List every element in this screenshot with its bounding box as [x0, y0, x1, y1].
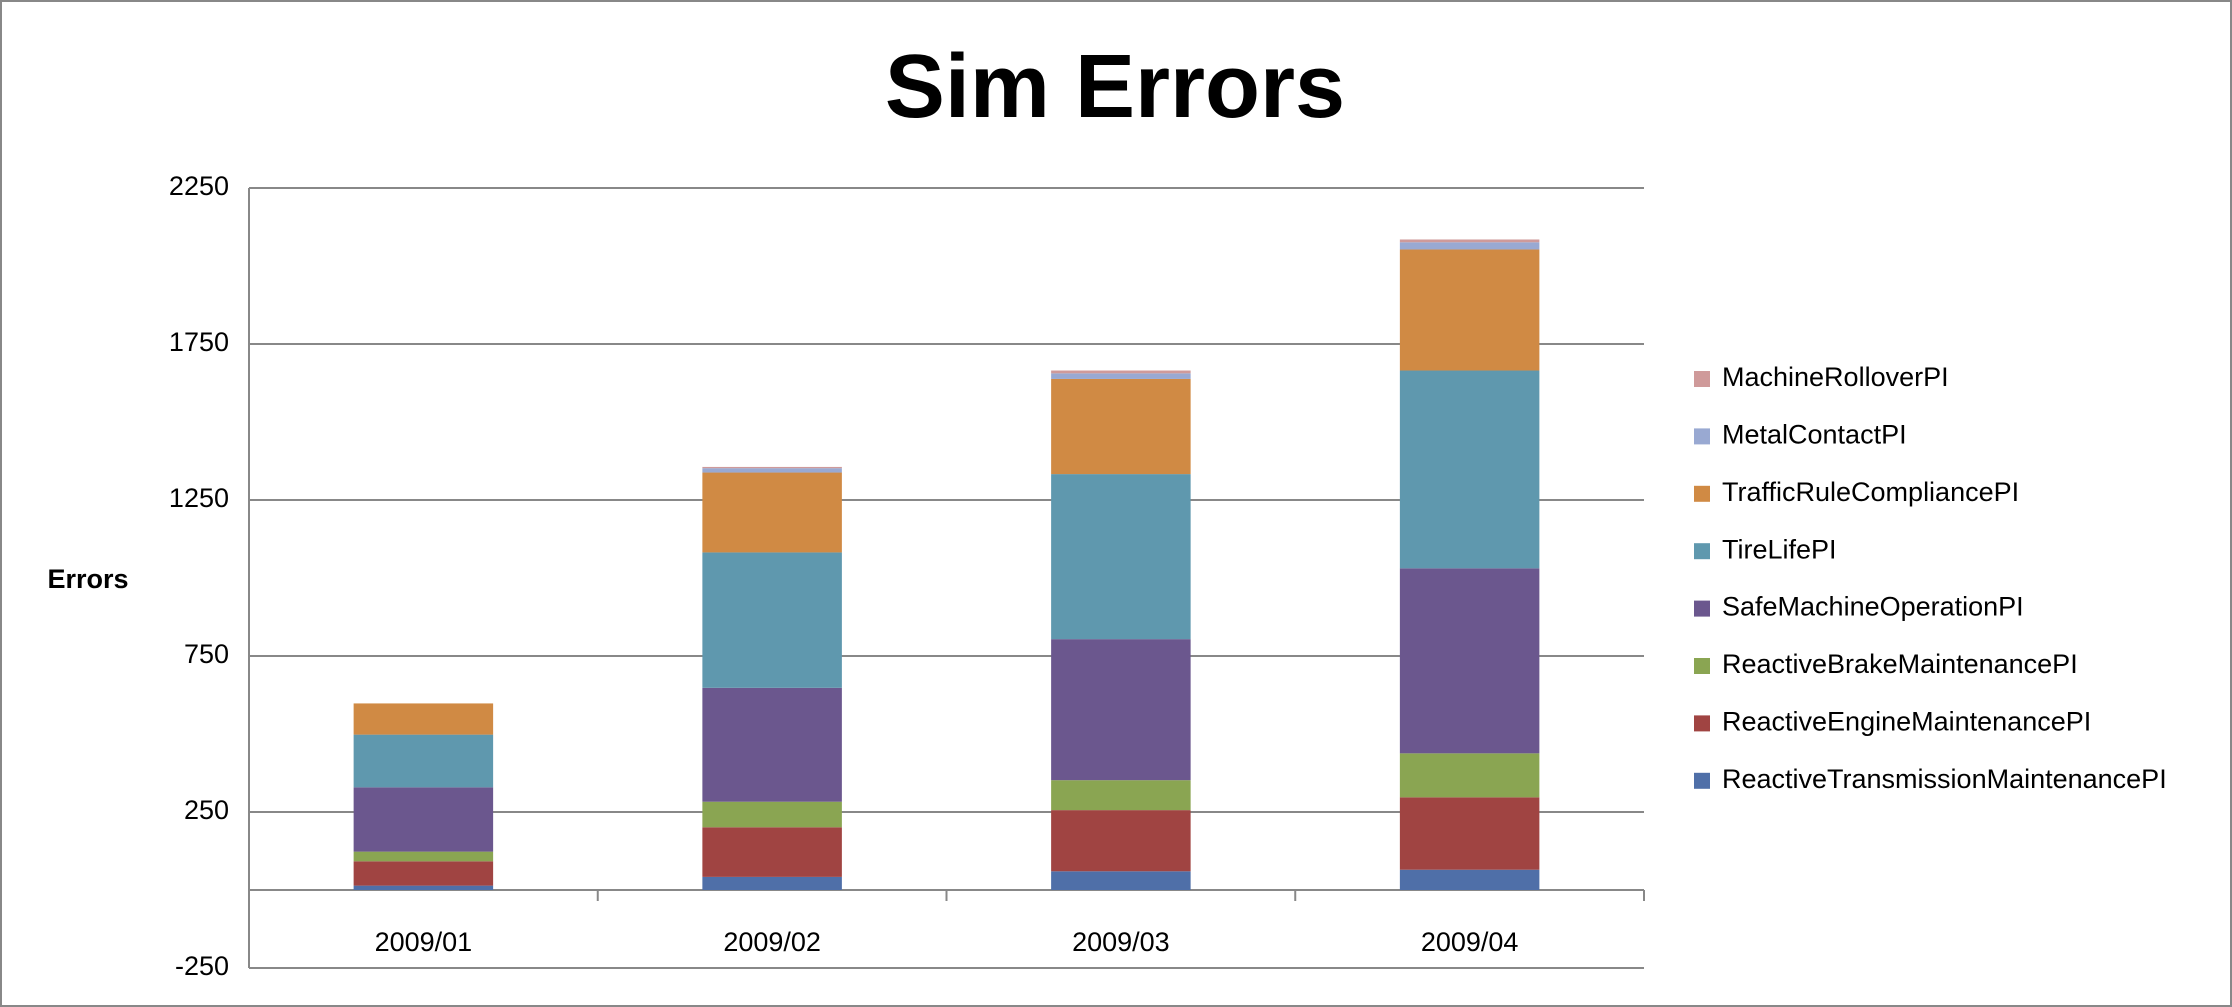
- x-tick-label: 2009/03: [1072, 927, 1170, 957]
- x-tick-label: 2009/04: [1421, 927, 1519, 957]
- bar-segment: [702, 552, 842, 688]
- bar-segment: [353, 885, 494, 890]
- bar-segment: [1399, 249, 1540, 371]
- legend-label: SafeMachineOperationPI: [1722, 592, 2024, 622]
- legend-swatch: [1694, 371, 1710, 387]
- bar-segment: [702, 468, 842, 473]
- y-tick-label: 2250: [169, 171, 229, 201]
- y-axis-label: Errors: [47, 564, 128, 594]
- bar-segment: [1399, 869, 1540, 890]
- legend-label: ReactiveTransmissionMaintenancePI: [1722, 764, 2167, 794]
- bar-segment: [702, 827, 842, 877]
- legend-label: ReactiveBrakeMaintenancePI: [1722, 649, 2078, 679]
- x-tick-label: 2009/01: [375, 927, 473, 957]
- legend-swatch: [1694, 772, 1710, 789]
- bar-segment: [1051, 370, 1191, 374]
- legend-label: MetalContactPI: [1722, 420, 1907, 450]
- bar-segment: [1399, 242, 1540, 250]
- bar-segment: [1051, 474, 1191, 640]
- bar-segment: [702, 876, 842, 890]
- y-tick-label: 1750: [169, 327, 229, 357]
- legend-label: MachineRolloverPI: [1722, 362, 1949, 392]
- bar-segment: [353, 734, 494, 788]
- bar-segment: [1051, 780, 1191, 811]
- bar-segment: [702, 687, 842, 802]
- y-tick-label: 750: [184, 639, 229, 669]
- bar-segment: [1399, 239, 1540, 243]
- bar-segment: [1399, 797, 1540, 870]
- bar-segment: [1399, 568, 1540, 754]
- bar-segment: [702, 801, 842, 828]
- bar-segment: [1051, 871, 1191, 890]
- bar-segment: [353, 703, 494, 735]
- x-tick-label: 2009/02: [723, 927, 821, 957]
- bar-segment: [353, 787, 494, 852]
- legend-swatch: [1694, 543, 1710, 560]
- legend-swatch: [1694, 715, 1710, 732]
- bar-segment: [702, 466, 842, 469]
- bar-segment: [353, 861, 494, 886]
- bar-segment: [702, 472, 842, 553]
- bar-segment: [1399, 370, 1540, 569]
- bar-segment: [1399, 753, 1540, 798]
- legend-swatch: [1694, 428, 1710, 445]
- y-tick-label: 250: [184, 795, 229, 825]
- bar-segment: [1051, 378, 1191, 475]
- y-tick-label: -250: [175, 951, 229, 981]
- bar-segment: [1051, 639, 1191, 781]
- legend-label: TrafficRuleCompliancePI: [1722, 477, 2019, 507]
- bar-segment: [1051, 373, 1191, 379]
- legend-swatch: [1694, 600, 1710, 617]
- legend-swatch: [1694, 658, 1710, 674]
- legend-label: TireLifePI: [1722, 534, 1837, 564]
- bar-segment: [353, 851, 494, 862]
- y-tick-label: 1250: [169, 483, 229, 513]
- chart-title: Sim Errors: [885, 37, 1345, 137]
- legend-swatch: [1694, 485, 1710, 502]
- bar-segment: [1051, 810, 1191, 872]
- legend-label: ReactiveEngineMaintenancePI: [1722, 707, 2091, 737]
